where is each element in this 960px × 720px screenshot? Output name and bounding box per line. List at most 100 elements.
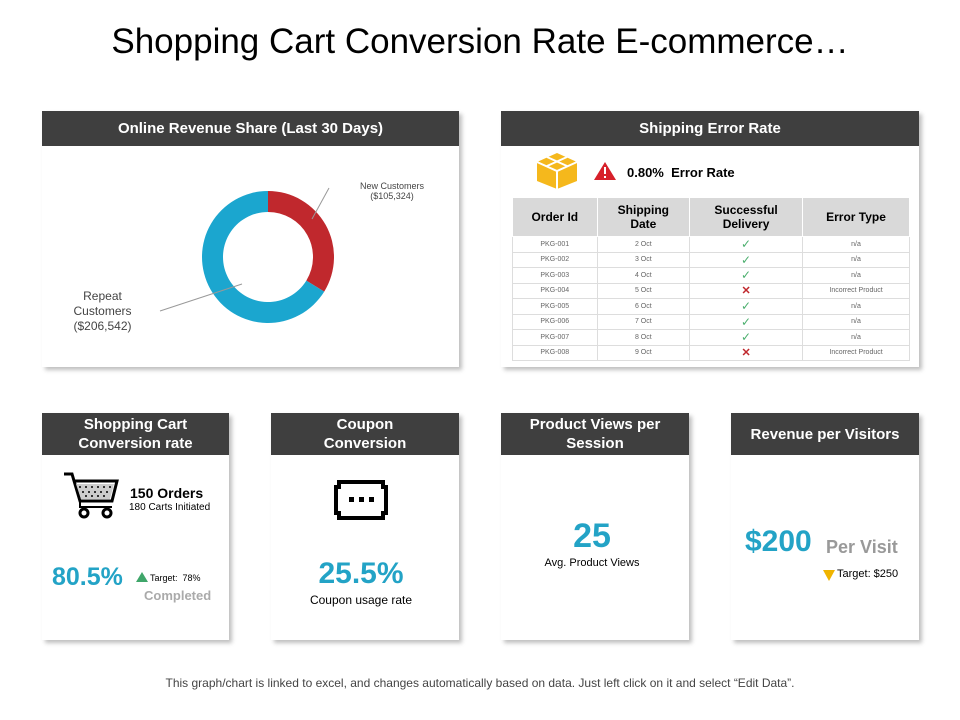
views-value: 25 — [573, 517, 611, 555]
revenue-value: $200 — [745, 525, 812, 558]
delivery-status: ✓ — [689, 313, 804, 330]
table-row: PKG-002 3 Oct ✓ n/a — [512, 251, 910, 268]
orders-count: 150 Orders — [130, 485, 204, 501]
error-type: n/a — [802, 236, 910, 253]
new-customers-label: New Customers ($105,324) — [342, 181, 442, 201]
shipping-date: 4 Oct — [596, 267, 691, 284]
column-header: Successful Delivery — [689, 197, 804, 237]
target-down-icon — [823, 570, 835, 581]
card-header: Revenue per Visitors — [731, 413, 919, 455]
donut-slice-new — [268, 191, 334, 292]
check-icon: ✓ — [741, 237, 752, 252]
coupon-conversion-card: Coupon Conversion 25.5% Coupon usage rate — [271, 413, 459, 640]
label-line: Repeat — [83, 289, 122, 303]
revenue-per-visitor-card: Revenue per Visitors $200 Per Visit Targ… — [731, 413, 919, 640]
card-header: Product Views per Session — [501, 413, 689, 455]
delivery-status: ✓ — [689, 236, 804, 253]
table-row: PKG-007 8 Oct ✓ n/a — [512, 329, 910, 346]
donut-chart — [159, 187, 334, 323]
column-header: Error Type — [802, 197, 910, 237]
order-id: PKG-003 — [512, 267, 598, 284]
target-up-icon — [136, 572, 148, 582]
error-type: Incorrect Product — [802, 344, 910, 361]
warning-icon — [594, 162, 616, 180]
order-id: PKG-005 — [512, 298, 598, 315]
table-row: PKG-008 9 Oct ✕ Incorrect Product — [512, 344, 910, 361]
table-row: PKG-006 7 Oct ✓ n/a — [512, 313, 910, 330]
header-line: Conversion rate — [78, 435, 193, 452]
coupon-icon — [334, 480, 388, 520]
header-line: Session — [566, 435, 624, 452]
header-line: Coupon — [336, 416, 394, 433]
label-line: ($206,542) — [73, 319, 132, 333]
target-text: Target: 78% — [150, 573, 201, 583]
package-icon — [536, 153, 578, 189]
repeat-customers-label: Repeat Customers ($206,542) — [60, 289, 145, 334]
views-caption: Avg. Product Views — [544, 557, 640, 569]
shipping-date: 6 Oct — [596, 298, 691, 315]
delivery-status: ✓ — [689, 267, 804, 284]
cross-icon: ✕ — [741, 347, 751, 360]
error-rate-text: 0.80% Error Rate — [627, 165, 735, 180]
shipping-table: Order Id Shipping Date Successful Delivery Er… — [512, 197, 910, 361]
table-row: PKG-004 5 Oct ✕ Incorrect Product — [512, 282, 910, 299]
table-row: PKG-001 2 Oct ✓ n/a — [512, 236, 910, 253]
shipping-error-panel: Shipping Error Rate 0.80% Error Rate Ord… — [501, 111, 919, 367]
order-id: PKG-006 — [512, 313, 598, 330]
header-text: Order Id — [531, 210, 579, 224]
header-text: Successful — [714, 203, 778, 217]
order-id: PKG-001 — [512, 236, 598, 253]
header-text: Date — [630, 217, 657, 231]
column-header: Shipping Date — [596, 197, 691, 237]
card-header: Coupon Conversion — [271, 413, 459, 455]
table-row: PKG-005 6 Oct ✓ n/a — [512, 298, 910, 315]
order-id: PKG-007 — [512, 329, 598, 346]
target-text: Target: $250 — [837, 568, 899, 580]
check-icon: ✓ — [741, 268, 752, 283]
panel-header: Shipping Error Rate — [501, 111, 919, 146]
coupon-rate-value: 25.5% — [318, 557, 404, 590]
status-text: Completed — [144, 588, 212, 603]
order-id: PKG-008 — [512, 344, 598, 361]
check-icon: ✓ — [741, 330, 752, 345]
header-text: Delivery — [722, 217, 770, 231]
shipping-date: 8 Oct — [596, 329, 691, 346]
check-icon: ✓ — [741, 299, 752, 314]
error-type: n/a — [802, 267, 910, 284]
error-type: n/a — [802, 298, 910, 315]
label-line: Customers — [73, 304, 132, 318]
delivery-status: ✕ — [689, 282, 804, 299]
table-header-row: Order Id Shipping Date Successful Delivery Er… — [512, 197, 910, 237]
card-header: Shopping Cart Conversion rate — [42, 413, 229, 455]
header-text: Shipping — [617, 203, 669, 217]
header-line: Conversion — [323, 435, 407, 452]
header-line: Shopping Cart — [83, 416, 188, 433]
table-row: PKG-003 4 Oct ✓ n/a — [512, 267, 910, 284]
product-views-card: Product Views per Session 25 Avg. Product… — [501, 413, 689, 640]
cross-icon: ✕ — [741, 285, 751, 298]
label-line: ($105,324) — [370, 191, 414, 201]
footer-note: This graph/chart is linked to excel, and… — [165, 676, 795, 690]
order-id: PKG-004 — [512, 282, 598, 299]
coupon-caption: Coupon usage rate — [309, 593, 413, 607]
shipping-date: 9 Oct — [596, 344, 691, 361]
header-text: Error Type — [826, 210, 886, 224]
leader-line — [311, 187, 330, 220]
revenue-unit: Per Visit — [826, 537, 898, 557]
header-line: Product Views per — [529, 416, 661, 433]
shipping-date: 5 Oct — [596, 282, 691, 299]
check-icon: ✓ — [741, 252, 752, 267]
column-header: Order Id — [512, 197, 598, 237]
shipping-date: 2 Oct — [596, 236, 691, 253]
delivery-status: ✓ — [689, 298, 804, 315]
error-type: n/a — [802, 251, 910, 268]
leader-line — [159, 283, 243, 312]
check-icon: ✓ — [741, 314, 752, 329]
shipping-date: 3 Oct — [596, 251, 691, 268]
error-type: n/a — [802, 329, 910, 346]
delivery-status: ✓ — [689, 251, 804, 268]
delivery-status: ✓ — [689, 329, 804, 346]
delivery-status: ✕ — [689, 344, 804, 361]
page-title: Shopping Cart Conversion Rate E-commerce… — [111, 22, 849, 61]
cart-conversion-card: Shopping Cart Conversion rate 150 Orders … — [42, 413, 229, 640]
